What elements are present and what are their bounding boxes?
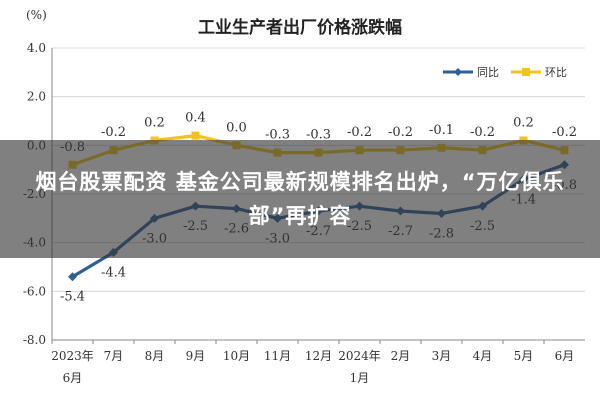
data-label: -0.2	[552, 125, 577, 140]
y-tick-label: 2.0	[27, 90, 46, 104]
x-tick-label: 2023年	[51, 349, 94, 363]
data-point	[191, 131, 200, 140]
headline-text[interactable]: 烟台股票配资 基金公司最新规模排名出炉，“万亿俱乐部”再扩容	[35, 170, 565, 228]
y-tick-label: 4.0	[27, 41, 46, 55]
data-label: -4.4	[101, 265, 126, 280]
data-label: -0.3	[265, 128, 290, 143]
data-point	[68, 272, 77, 282]
legend-marker	[454, 68, 462, 76]
data-label: -0.2	[470, 125, 495, 140]
data-label: 0.2	[144, 115, 165, 130]
legend-label: 同比	[477, 66, 499, 79]
x-tick-label: 6月	[555, 349, 575, 363]
data-label: -0.2	[347, 125, 372, 140]
y-axis-unit: (%)	[26, 8, 47, 22]
x-tick-label: 9月	[186, 349, 206, 363]
x-tick-label: 8月	[145, 349, 165, 363]
headline-banner[interactable]: 烟台股票配资 基金公司最新规模排名出炉，“万亿俱乐部”再扩容	[0, 140, 600, 258]
y-tick-label: -8.0	[23, 333, 46, 347]
x-tick-label: 7月	[104, 349, 124, 363]
data-label: -0.1	[429, 123, 454, 138]
x-tick-label: 12月	[305, 349, 332, 363]
data-label: -0.2	[388, 125, 413, 140]
data-label: 0.2	[513, 115, 534, 130]
x-tick-label: 5月	[514, 349, 534, 363]
data-label: -0.2	[101, 125, 126, 140]
x-tick-label: 2月	[391, 349, 411, 363]
x-tick-label: 4月	[473, 349, 493, 363]
x-tick-label: 1月	[350, 371, 370, 385]
y-tick-label: -6.0	[23, 284, 46, 298]
x-tick-label: 10月	[223, 349, 250, 363]
legend-label: 环比	[545, 66, 567, 79]
chart-title: 工业生产者出厂价格涨跌幅	[198, 17, 402, 38]
data-label: -0.3	[306, 128, 331, 143]
data-label: 0.0	[226, 120, 247, 135]
x-tick-label: 3月	[432, 349, 452, 363]
legend: 同比 环比	[443, 66, 567, 79]
x-tick-label: 11月	[264, 349, 291, 363]
data-label: 0.4	[185, 111, 206, 126]
x-tick-label: 2024年	[338, 349, 381, 363]
legend-marker	[522, 68, 530, 76]
data-label: -5.4	[60, 290, 85, 305]
x-tick-label: 6月	[63, 371, 83, 385]
